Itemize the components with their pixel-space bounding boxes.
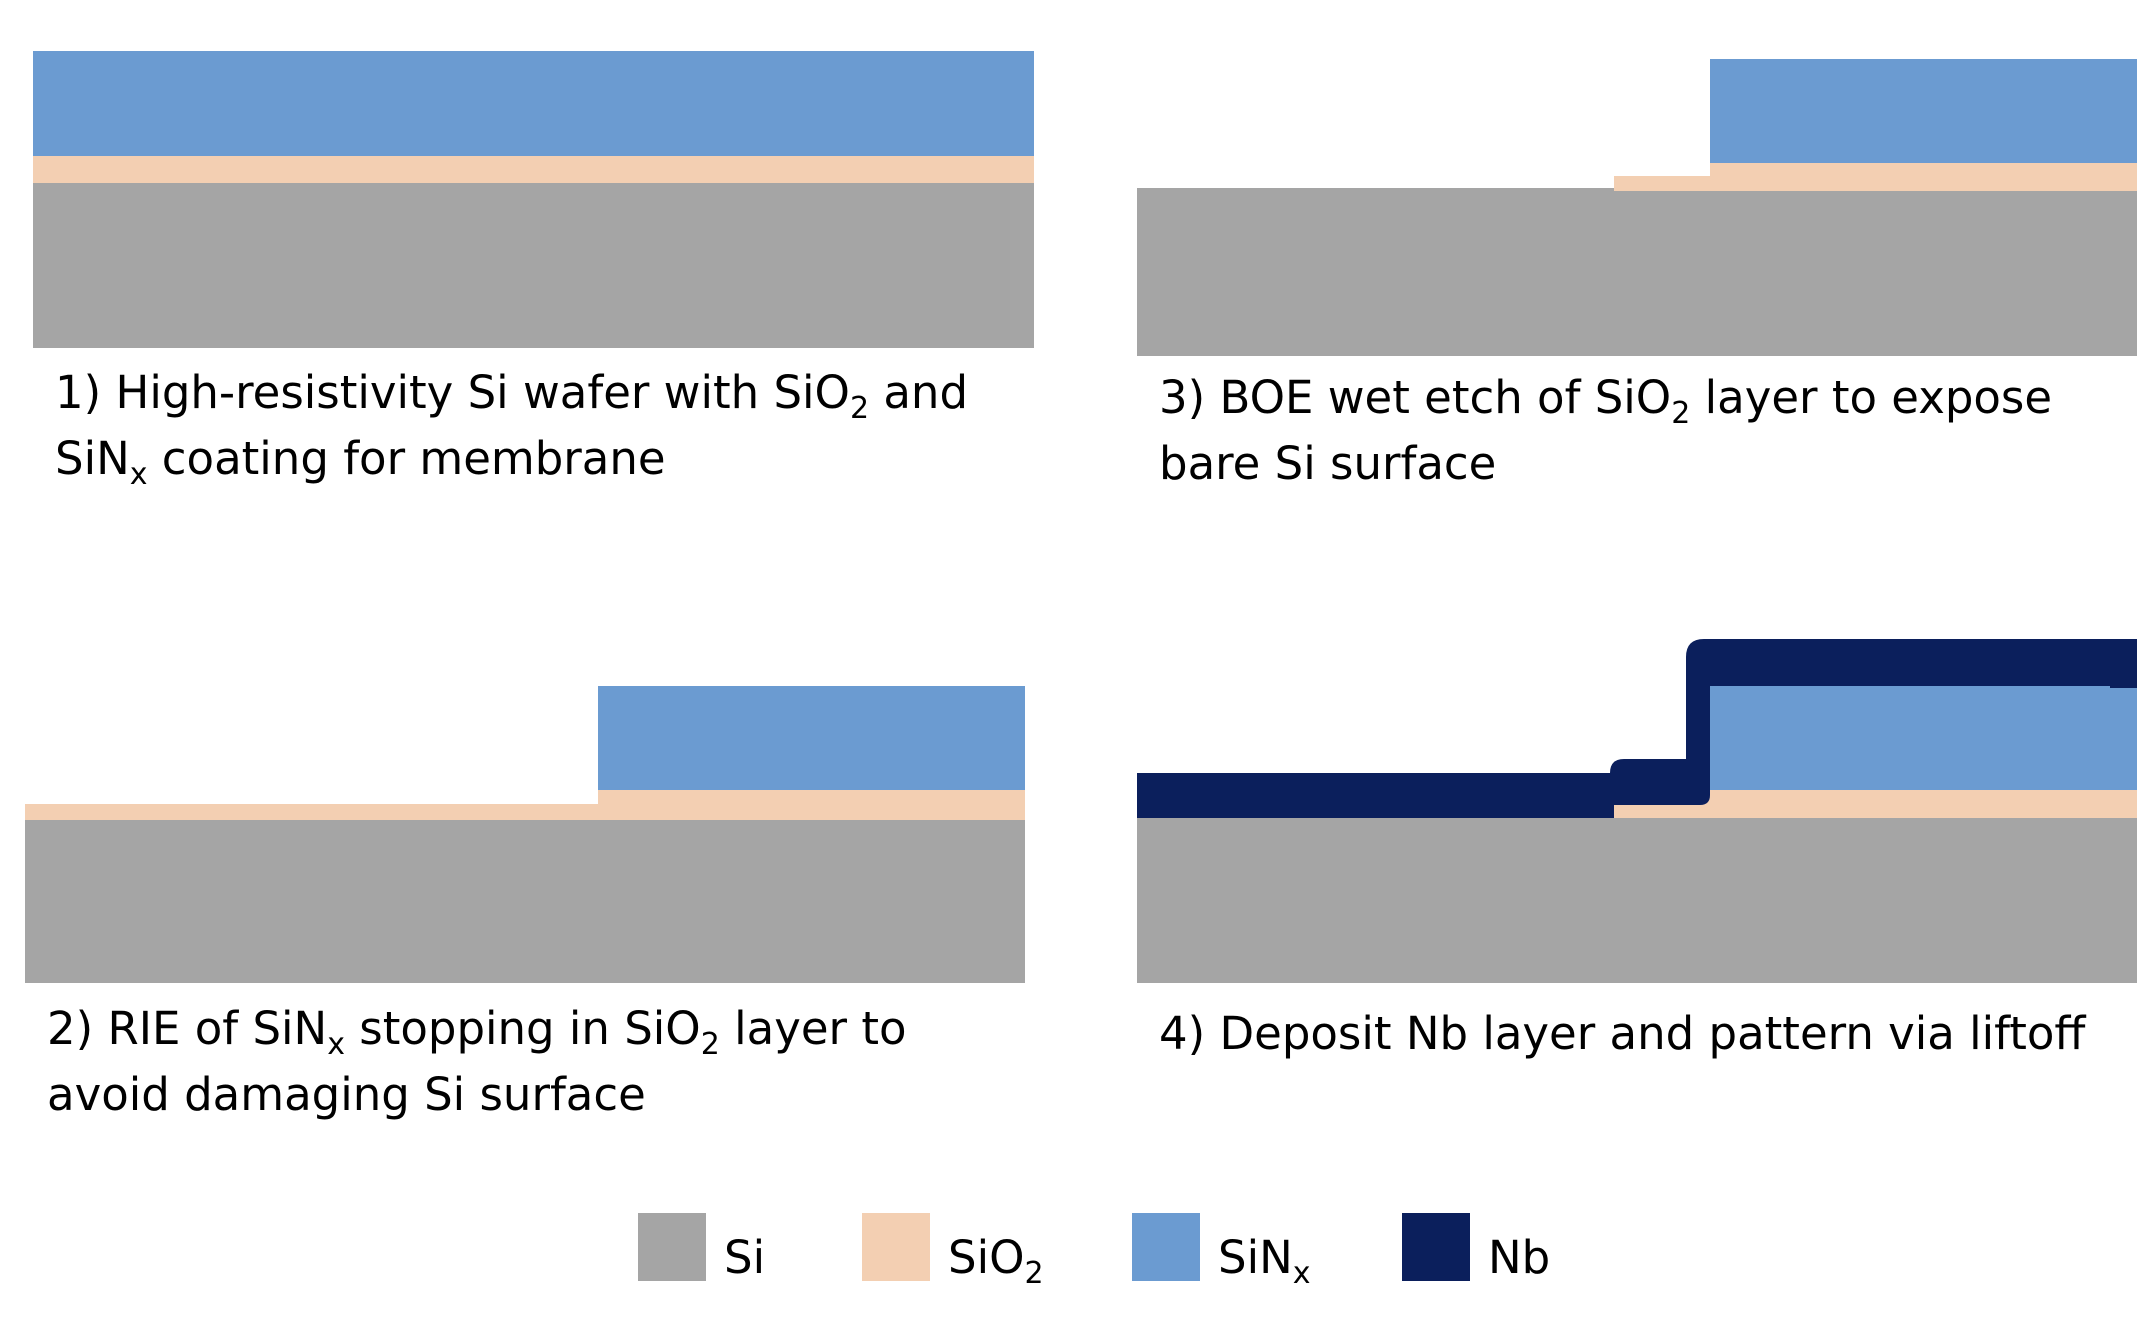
panel-3-sio2-undercut-lip bbox=[1614, 176, 1710, 191]
panel-4-sinx-layer bbox=[1710, 686, 2137, 790]
panel-1-caption-line-2: SiNx coating for membrane bbox=[55, 432, 666, 492]
legend-swatch-sinx bbox=[1132, 1213, 1200, 1281]
panel-3-caption-line-1: 3) BOE wet etch of SiO2 layer to expose bbox=[1159, 371, 2053, 431]
panel-4-caption: 4) Deposit Nb layer and pattern via lift… bbox=[1159, 1001, 2085, 1067]
legend-swatch-sio2 bbox=[862, 1213, 930, 1281]
panel-2-sinx-layer bbox=[598, 686, 1025, 790]
legend-label-nb: Nb bbox=[1488, 1231, 1551, 1284]
legend-label-si: Si bbox=[724, 1231, 766, 1284]
panel-1-caption-line-1: 1) High-resistivity Si wafer with SiO2 a… bbox=[55, 366, 969, 426]
panel-3-caption-line-2: bare Si surface bbox=[1159, 437, 1497, 490]
panel-2-sio2-layer-thin bbox=[25, 804, 598, 820]
legend-swatch-nb bbox=[1402, 1213, 1470, 1281]
panel-3-si-substrate-exposed bbox=[1137, 188, 1614, 356]
panel-1-sio2-layer bbox=[33, 156, 1034, 183]
panel-4-caption-line-1: 4) Deposit Nb layer and pattern via lift… bbox=[1159, 1007, 2086, 1060]
legend-label-sio2: SiO2 bbox=[948, 1231, 1044, 1291]
panel-1-si-substrate bbox=[33, 183, 1034, 348]
panel-1-caption: 1) High-resistivity Si wafer with SiO2 a… bbox=[55, 360, 968, 492]
legend-label-sinx: SiNx bbox=[1218, 1231, 1311, 1291]
panel-3-caption: 3) BOE wet etch of SiO2 layer to expose … bbox=[1159, 365, 2052, 497]
panel-4-si-substrate bbox=[1137, 818, 2137, 983]
panel-2-caption-line-2: avoid damaging Si surface bbox=[47, 1068, 646, 1121]
panel-2-caption: 2) RIE of SiNx stopping in SiO2 layer to… bbox=[47, 996, 907, 1128]
panel-3-si-substrate bbox=[1614, 191, 2137, 356]
panel-2-sio2-layer-thick bbox=[598, 790, 1025, 820]
panel-2-caption-line-1: 2) RIE of SiNx stopping in SiO2 layer to bbox=[47, 1002, 907, 1062]
panel-1-sinx-layer bbox=[33, 51, 1034, 156]
legend-swatch-si bbox=[638, 1213, 706, 1281]
panel-3-sinx-layer bbox=[1710, 59, 2137, 163]
panel-2-si-substrate bbox=[25, 820, 1025, 983]
panel-3-sio2-layer bbox=[1710, 163, 2137, 191]
